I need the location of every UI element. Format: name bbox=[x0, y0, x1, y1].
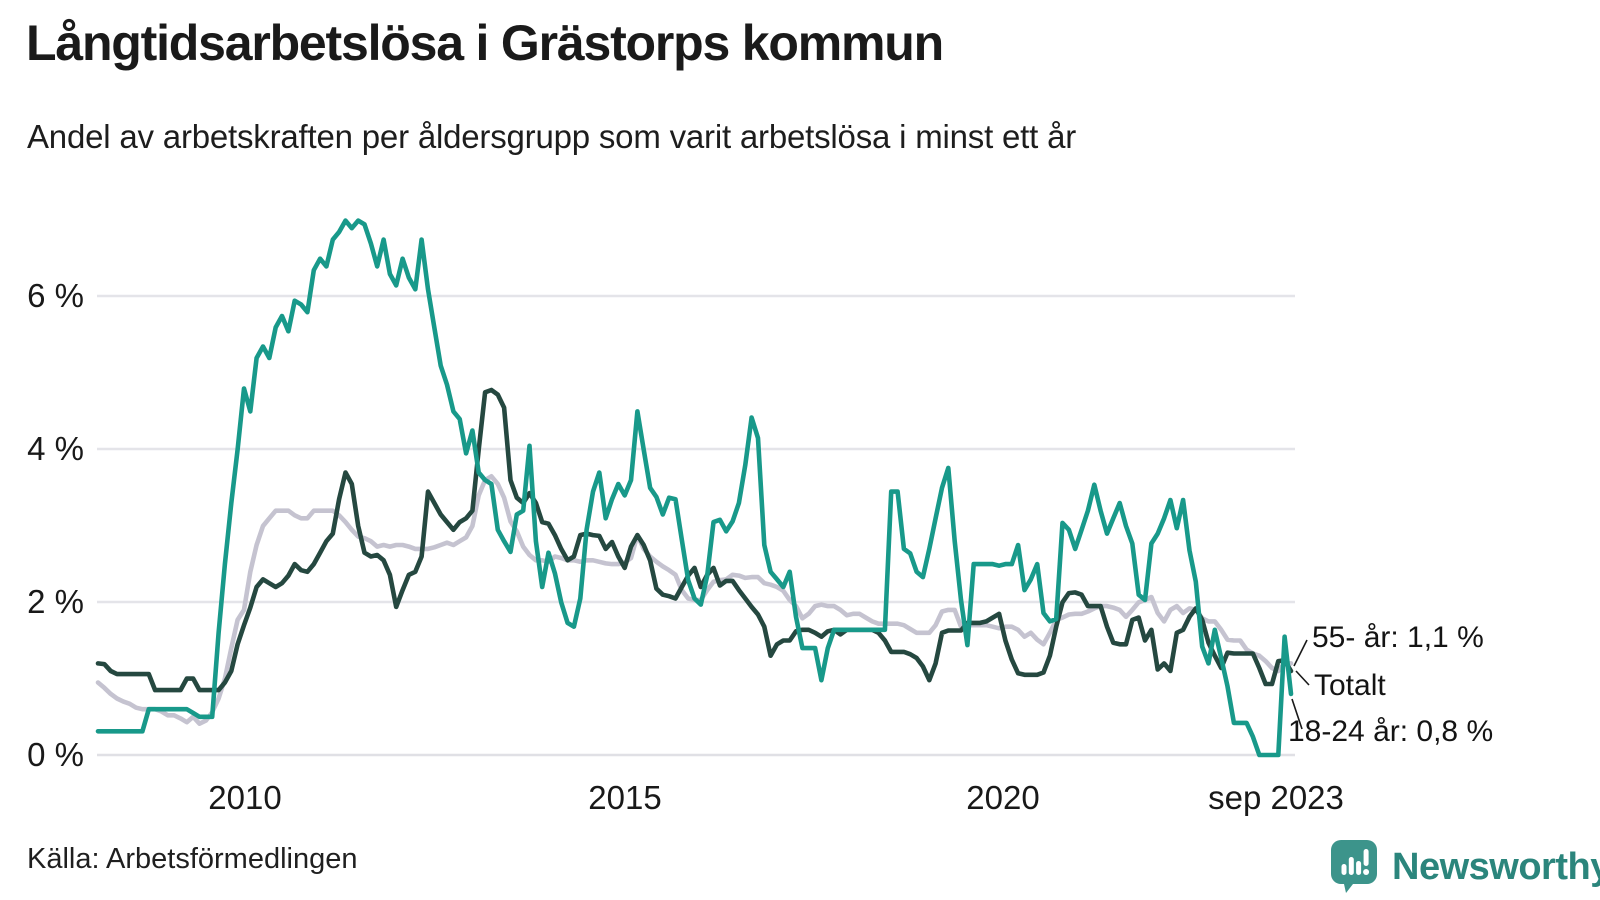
x-axis-tick-2020: 2020 bbox=[966, 779, 1040, 816]
series-end-label-55: 55- år: 1,1 % bbox=[1312, 621, 1484, 654]
newsworthy-branding: Newsworthy bbox=[1331, 840, 1600, 894]
y-axis-tick-2: 2 % bbox=[27, 583, 84, 620]
exclamation-dot bbox=[1363, 869, 1370, 875]
newsworthy-wordmark: Newsworthy bbox=[1392, 846, 1600, 888]
x-axis-tick-sep-2023: sep 2023 bbox=[1208, 779, 1344, 816]
chart-subtitle: Andel av arbetskraften per åldersgrupp s… bbox=[27, 118, 1077, 155]
newsworthy-logo-icon bbox=[1331, 840, 1377, 893]
gridlines bbox=[97, 294, 1295, 757]
series-end-label-totalt: Totalt bbox=[1314, 669, 1386, 702]
source-note: Källa: Arbetsförmedlingen bbox=[27, 843, 358, 875]
x-axis-tick-2010: 2010 bbox=[208, 779, 282, 816]
y-axis-tick-6: 6 % bbox=[27, 277, 84, 314]
y-axis-tick-0: 0 % bbox=[27, 736, 84, 773]
series-lines bbox=[95, 218, 1294, 758]
series-line-55-år bbox=[95, 387, 1294, 693]
series-end-label-18-24: 18-24 år: 0,8 % bbox=[1288, 715, 1494, 748]
y-axis-tick-4: 4 % bbox=[27, 430, 84, 467]
exclamation-bar bbox=[1363, 849, 1369, 866]
annotation-leader-lines bbox=[1291, 639, 1310, 730]
series-line-18-24-år bbox=[95, 218, 1294, 758]
page-title: Långtidsarbetslösa i Grästorps kommun bbox=[26, 15, 944, 71]
x-axis-tick-2015: 2015 bbox=[588, 779, 662, 816]
